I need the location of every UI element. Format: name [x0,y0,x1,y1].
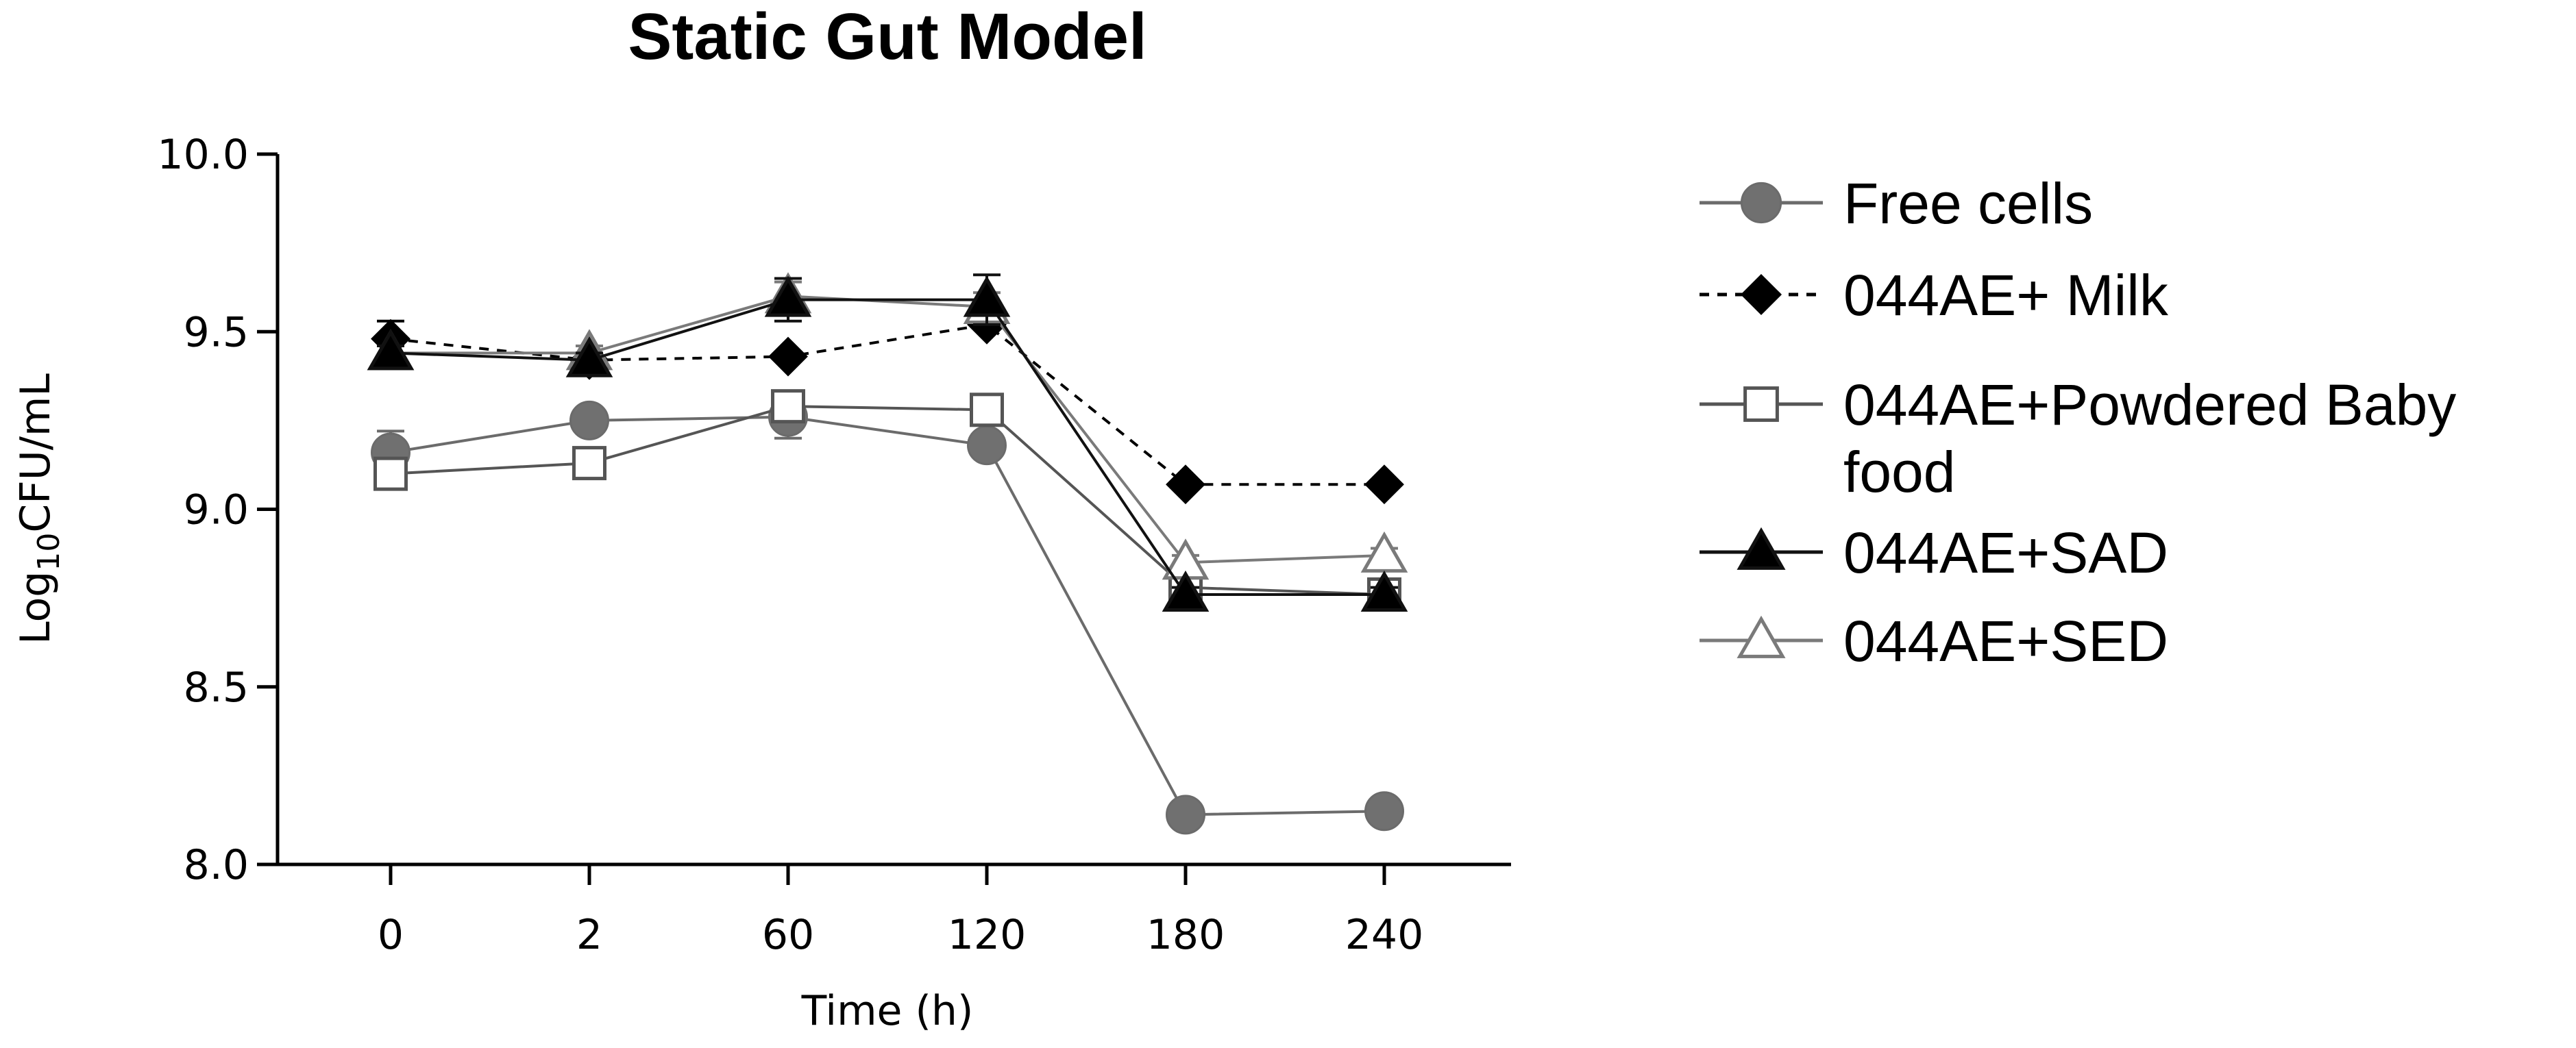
data-point [367,329,415,371]
data-point [967,425,1007,466]
data-point [768,336,808,377]
series-044ae-milk [371,304,1404,505]
data-point [1364,464,1404,505]
series-line [390,323,1384,486]
legend-item: Free cells [1700,171,2093,236]
data-point [572,446,606,481]
y-tick-label: 10.0 [157,131,249,179]
series-line [390,298,1384,596]
x-tick-label: 0 [378,911,404,959]
data-point [1166,795,1205,835]
legend-item: 044AE+SED [1700,609,2168,673]
x-tick-label: 180 [1146,911,1225,959]
data-point [569,400,609,440]
series-line [390,405,1385,596]
data-point [764,275,812,317]
data-point [1360,570,1408,612]
y-axis-label-prefix: Log [12,571,60,645]
legend-item: 044AE+ Milk [1700,263,2169,327]
legend-marker [1737,615,1786,658]
legend-label: Free cells [1843,171,2093,236]
data-point [963,275,1011,317]
y-tick-label: 9.0 [184,486,249,534]
x-tick-label: 240 [1345,911,1424,959]
x-tick-label: 60 [762,911,814,959]
series-line [390,415,1385,816]
y-tick-label: 9.5 [184,308,249,356]
legend-label: food [1843,440,1956,504]
series-line [391,295,1385,564]
data-point [1162,570,1210,612]
legend-label: 044AE+SAD [1843,521,2168,585]
x-axis-label: Time (h) [801,987,974,1035]
y-tick-label: 8.5 [184,664,249,712]
series-044ae-sed [367,272,1408,580]
series-044ae-powdered-baby-food [373,389,1401,612]
x-ticks: 0 2 60 120 180 240 [378,864,1423,959]
data-point [771,389,805,424]
legend-marker [1743,386,1779,422]
y-axis-label-subscript: 10 [32,533,66,571]
legend-marker [1740,182,1782,224]
legend-marker [1740,273,1782,316]
y-ticks: 8.0 8.5 9.0 9.5 10.0 [157,131,278,889]
x-tick-label: 120 [948,911,1027,959]
series-free-cells [371,394,1404,835]
legend-marker [1737,527,1786,570]
y-tick-label: 8.0 [184,841,249,889]
legend-label: 044AE+ Milk [1843,263,2169,327]
legend: Free cells 044AE+ Milk 044AE+Powdered Baby… [1700,171,2456,673]
series-044ae-sad [367,273,1408,612]
data-point [1364,791,1404,832]
legend-item: 044AE+SAD [1700,521,2168,585]
data-point [1360,531,1408,573]
axes [275,154,1511,866]
data-point [970,392,1004,427]
legend-label: 044AE+Powdered Baby [1843,373,2456,437]
y-axis-label-suffix: CFU/mL [12,373,60,533]
series-layer [367,272,1408,835]
data-point [373,456,408,491]
x-tick-label: 2 [576,911,602,959]
legend-label: 044AE+SED [1843,609,2168,673]
data-point [565,336,613,377]
chart-title: Static Gut Model [628,0,1146,73]
data-point [1166,464,1205,505]
y-axis-label: Log10CFU/mL [12,373,66,645]
